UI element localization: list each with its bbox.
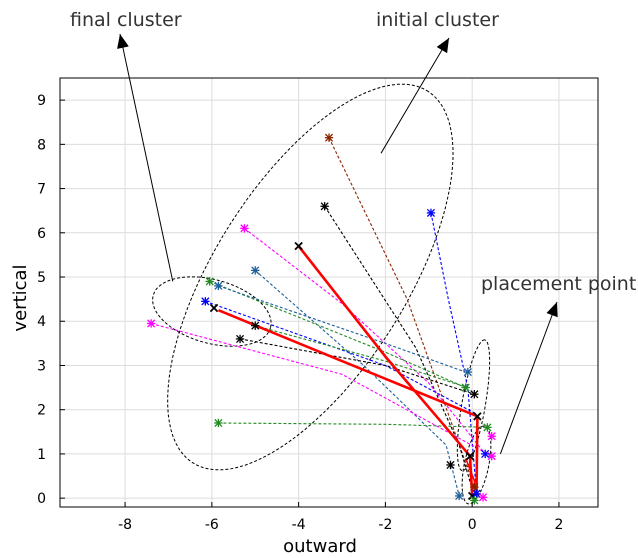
x-tick-label: -2 [378,517,392,533]
star-marker [472,489,481,498]
star-marker [426,208,436,218]
star-marker [214,418,223,428]
trajectory-dashed [324,206,475,497]
y-tick-label: 6 [37,226,46,242]
star-marker [461,383,470,392]
trajectories [150,137,492,497]
y-tick-label: 9 [37,93,46,109]
y-tick-label: 8 [37,137,46,153]
trajectory-dashed [430,212,478,494]
trajectory-dashed [240,338,475,395]
trajectory-dashed [218,285,466,373]
annotation-arrow-line [499,301,558,455]
star-marker [478,493,488,502]
y-tick-label: 0 [37,491,46,507]
star-marker [470,496,479,505]
trajectory-dashed [254,269,460,497]
trajectory-dashed [150,322,492,457]
star-marker [201,297,210,306]
cluster-ellipses [152,83,492,505]
annotation-arrow-head [117,34,129,49]
star-marker [487,432,496,441]
trajectory-solid [464,458,477,496]
trajectory-dashed [209,280,466,389]
star-marker [487,451,496,461]
annotation-arrow-head [546,302,558,318]
y-tick-label: 5 [37,270,46,286]
x-tick-label: 0 [468,517,477,533]
star-marker [463,367,473,377]
trajectory-solid [217,308,479,494]
annotation-placement-point: placement point [481,273,636,295]
star-marker [146,319,156,328]
annotations [117,33,558,455]
star-marker [483,423,492,432]
annotation-final-cluster: final cluster [70,9,182,31]
star-marker [446,460,455,470]
x-tick-label: 2 [554,517,563,533]
annotation-arrow-line [380,37,450,154]
x-tick-label: -6 [205,517,219,533]
annotation-arrow-head [436,38,449,54]
y-tick-label: 4 [37,314,46,330]
star-marker [470,390,479,399]
star-marker [251,321,260,330]
x-marker [473,412,482,421]
y-tick-label: 3 [37,358,46,374]
annotation-initial-cluster: initial cluster [376,9,499,31]
x-marker [209,303,219,313]
x-tick-label: -8 [118,517,132,533]
star-marker [480,449,490,459]
placement-cluster-lower [461,425,492,505]
star-marker [324,133,334,142]
markers [146,133,496,505]
star-marker [214,281,223,291]
trajectory-dashed [218,422,488,428]
star-marker [205,277,214,286]
x-axis-label: outward [283,536,357,557]
y-tick-label: 7 [37,182,46,198]
trajectory-dashed [244,227,486,455]
y-axis-label: vertical [10,264,31,331]
plot-frame [59,77,599,508]
x-tick-label: -4 [292,517,306,533]
y-tick-label: 1 [37,447,46,463]
trajectory-dashed [255,325,468,389]
x-marker [294,241,303,251]
annotation-arrow-line [119,33,174,282]
star-marker [454,491,464,501]
x-marker [465,451,475,461]
star-marker [320,202,329,211]
star-marker [235,334,245,344]
star-marker [470,482,479,492]
star-marker [251,266,260,275]
y-tick-label: 2 [37,403,46,419]
initial-cluster [167,83,454,471]
star-marker [240,224,249,233]
ticks: -8 -6 -4 -2 0 2 0 1 2 3 4 5 6 7 8 9 [37,93,563,533]
